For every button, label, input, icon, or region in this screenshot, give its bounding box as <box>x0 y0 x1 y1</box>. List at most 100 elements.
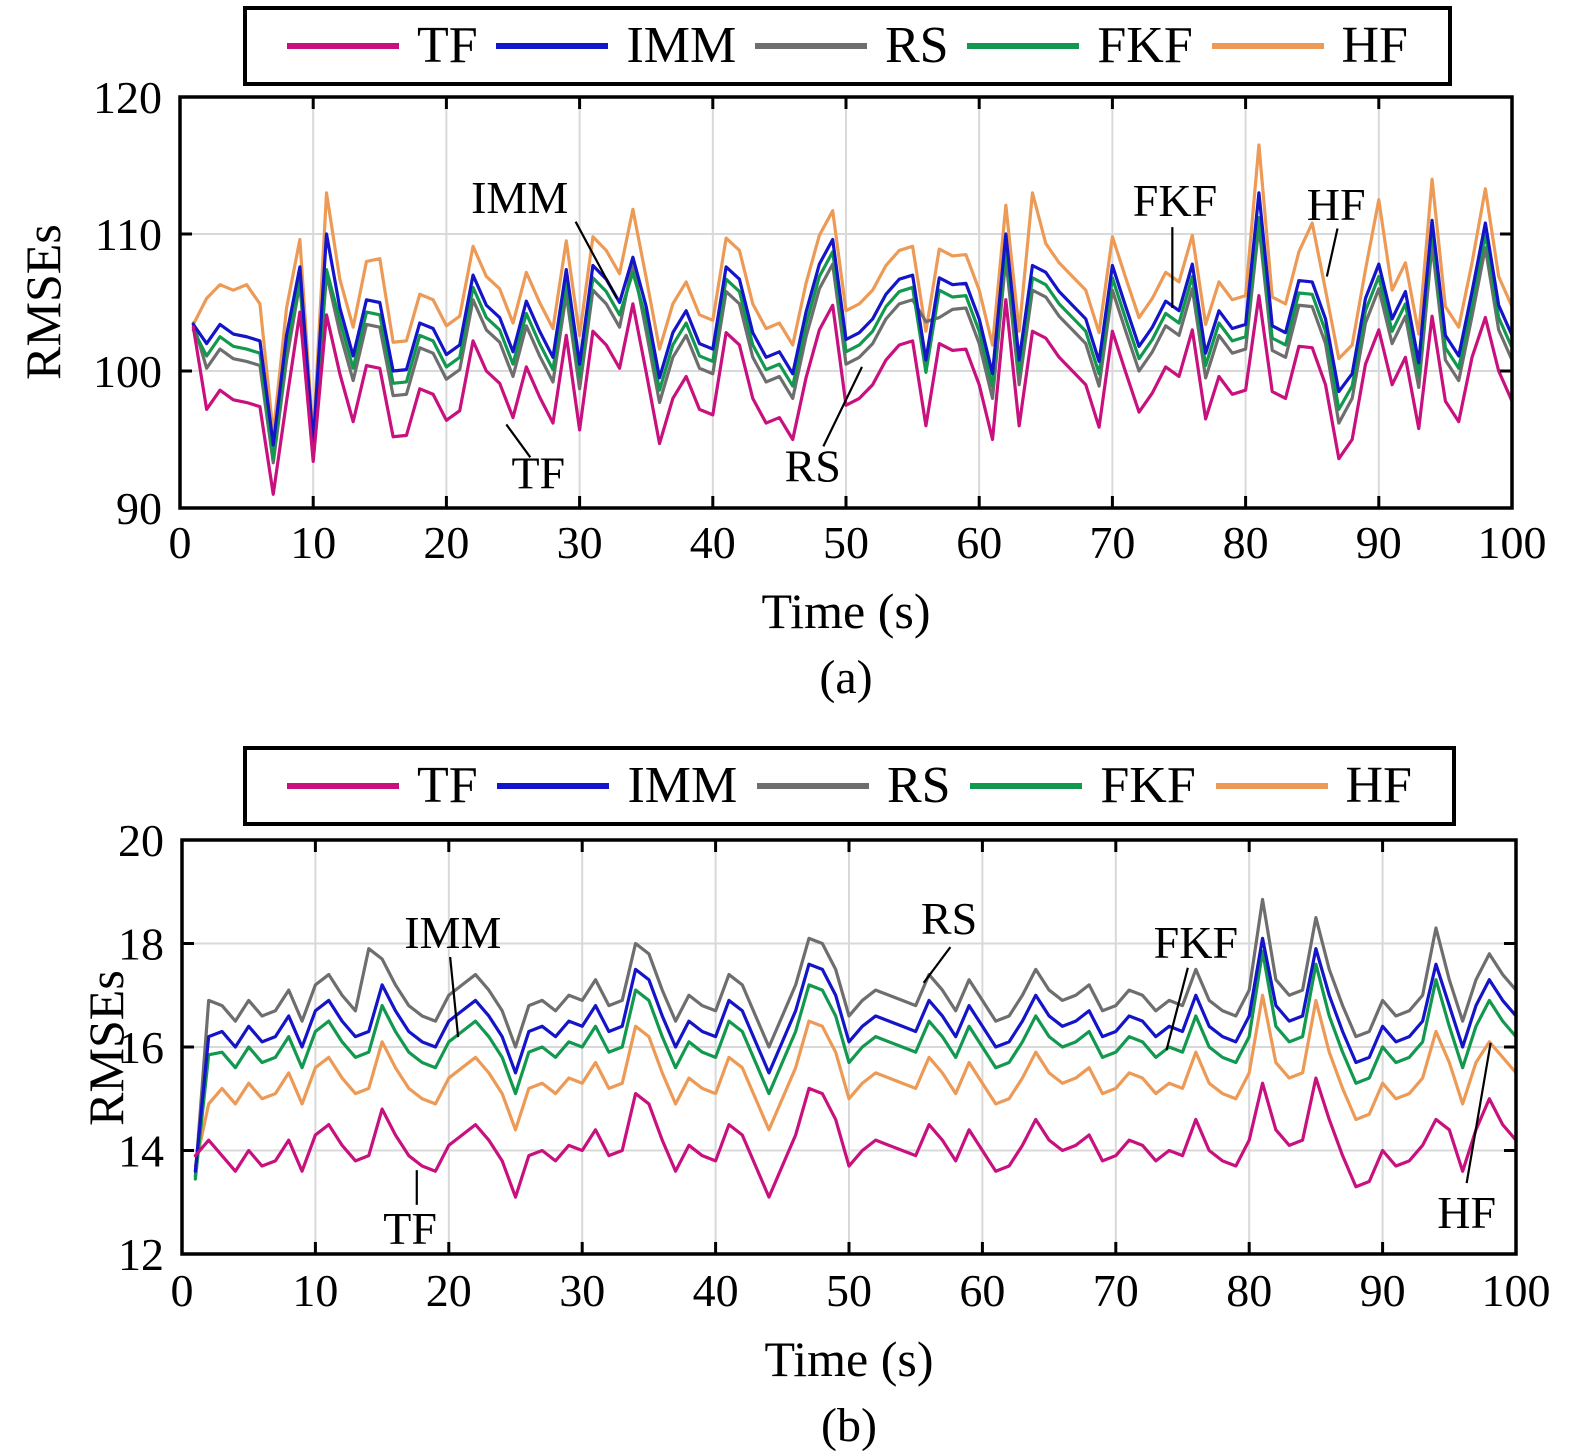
legend-item-hf: HF <box>1211 17 1408 74</box>
legend-swatch-tf-icon <box>287 783 399 789</box>
y-tick-label: 18 <box>118 919 164 970</box>
legend-swatch-hf-icon <box>1211 43 1324 49</box>
x-tick-label: 20 <box>423 517 469 568</box>
annotation-label-tf: TF <box>511 447 565 498</box>
x-tick-label: 40 <box>690 517 736 568</box>
legend-label-fkf: FKF <box>1100 757 1196 814</box>
series-line-fkf <box>191 215 1514 461</box>
x-tick-label: 80 <box>1223 517 1269 568</box>
y-tick-label: 16 <box>118 1022 164 1073</box>
x-tick-label: 80 <box>1226 1265 1272 1316</box>
annotation-label-imm: IMM <box>471 172 568 223</box>
caption-a: (a) <box>819 651 873 704</box>
x-tick-label: 70 <box>1093 1265 1139 1316</box>
legend-item-fkf: FKF <box>967 17 1193 74</box>
annotation-label-tf: TF <box>383 1203 437 1254</box>
annotation-leader-line <box>505 423 532 458</box>
legend-swatch-imm-icon <box>496 43 609 49</box>
annotation-leader-line <box>922 946 952 984</box>
legend-label-imm: IMM <box>627 757 738 814</box>
y-tick-label: 14 <box>118 1126 164 1177</box>
series-line-imm <box>191 191 1514 447</box>
legend-item-hf: HF <box>1215 757 1412 814</box>
legend-label-fkf: FKF <box>1097 17 1193 74</box>
y-axis-label-b: RMSEs <box>78 970 134 1126</box>
legend-label-rs: RS <box>886 757 951 814</box>
series-line-fkf <box>193 949 1518 1181</box>
x-axis-label-b: Time (s) <box>764 1331 934 1387</box>
annotation-leader-line <box>1465 1042 1492 1184</box>
legend-swatch-fkf-icon <box>970 783 1083 789</box>
x-tick-label: 60 <box>959 1265 1005 1316</box>
series-line-hf <box>191 143 1514 442</box>
x-tick-label: 40 <box>693 1265 739 1316</box>
annotation-leader-line <box>574 221 618 299</box>
annotation-label-rs: RS <box>785 441 841 492</box>
x-tick-label: 90 <box>1360 1265 1406 1316</box>
legend-item-fkf: FKF <box>970 757 1196 814</box>
x-axis-label-a: Time (s) <box>761 583 931 639</box>
x-tick-label: 30 <box>557 517 603 568</box>
annotation-label-fkf: FKF <box>1133 175 1217 226</box>
legend-swatch-fkf-icon <box>967 43 1080 49</box>
series-line-rs <box>193 897 1518 1178</box>
x-tick-label: 10 <box>290 517 336 568</box>
x-tick-label: 70 <box>1089 517 1135 568</box>
legend-swatch-rs-icon <box>756 783 869 789</box>
series-line-tf <box>191 294 1514 496</box>
legend-panel-b: TF IMM RS FKF HF <box>243 746 1456 826</box>
legend-item-tf: TF <box>287 20 478 72</box>
annotation-label-fkf: FKF <box>1154 917 1238 968</box>
legend-label-tf: TF <box>417 17 478 74</box>
y-tick-label: 100 <box>93 346 162 397</box>
legend-label-tf: TF <box>417 757 478 814</box>
x-tick-label: 100 <box>1482 1265 1551 1316</box>
x-tick-label: 0 <box>171 1265 194 1316</box>
x-tick-label: 90 <box>1356 517 1402 568</box>
legend-label-hf: HF <box>1345 757 1412 814</box>
x-tick-label: 10 <box>292 1265 338 1316</box>
plot-panel-b: 0 10 20 30 40 50 60 70 80 90 100 12 14 16 18 20 IMM TF RS F… <box>118 815 1551 1316</box>
legend-item-imm: IMM <box>496 20 736 72</box>
legend-swatch-imm-icon <box>497 783 610 789</box>
y-tick-label: 110 <box>95 209 162 260</box>
x-tick-label: 0 <box>169 517 192 568</box>
series-line-tf <box>193 1076 1518 1199</box>
legend-item-rs: RS <box>754 17 949 74</box>
y-tick-label: 90 <box>116 483 162 534</box>
x-tick-label: 30 <box>559 1265 605 1316</box>
legend-item-rs: RS <box>756 757 951 814</box>
plot-panel-a: 0 10 20 30 40 50 60 70 80 90 100 90 100 110 120 IMM TF RS… <box>93 72 1547 568</box>
y-axis-label-a: RMSEs <box>15 224 71 380</box>
x-tick-label: 50 <box>826 1265 872 1316</box>
x-tick-label: 50 <box>823 517 869 568</box>
annotation-leader-line <box>449 956 460 1038</box>
x-tick-label: 60 <box>956 517 1002 568</box>
legend-item-tf: TF <box>287 760 478 812</box>
annotation-label-rs: RS <box>921 893 977 944</box>
y-tick-label: 12 <box>118 1229 164 1280</box>
annotation-label-imm: IMM <box>404 907 501 958</box>
legend-swatch-hf-icon <box>1215 783 1328 789</box>
annotation-label-hf: HF <box>1437 1187 1496 1238</box>
y-tick-label: 20 <box>118 815 164 866</box>
legend-label-rs: RS <box>884 17 949 74</box>
legend-label-imm: IMM <box>626 17 737 74</box>
legend-item-imm: IMM <box>497 760 737 812</box>
x-tick-label: 20 <box>426 1265 472 1316</box>
annotation-leader-line <box>1165 967 1189 1051</box>
annotation-leader-line <box>822 366 863 447</box>
legend-swatch-tf-icon <box>287 43 399 49</box>
caption-b: (b) <box>821 1399 877 1452</box>
annotation-label-hf: HF <box>1307 179 1366 230</box>
x-tick-label: 100 <box>1478 517 1547 568</box>
annotation-leader-line <box>1325 228 1339 277</box>
legend-swatch-rs-icon <box>754 43 867 49</box>
y-tick-label: 120 <box>93 72 162 123</box>
legend-panel-a: TF IMM RS FKF HF <box>243 6 1452 86</box>
legend-label-hf: HF <box>1341 17 1408 74</box>
series-line-hf <box>193 993 1518 1168</box>
series-line-rs <box>191 224 1514 465</box>
series-line-imm <box>193 936 1518 1173</box>
